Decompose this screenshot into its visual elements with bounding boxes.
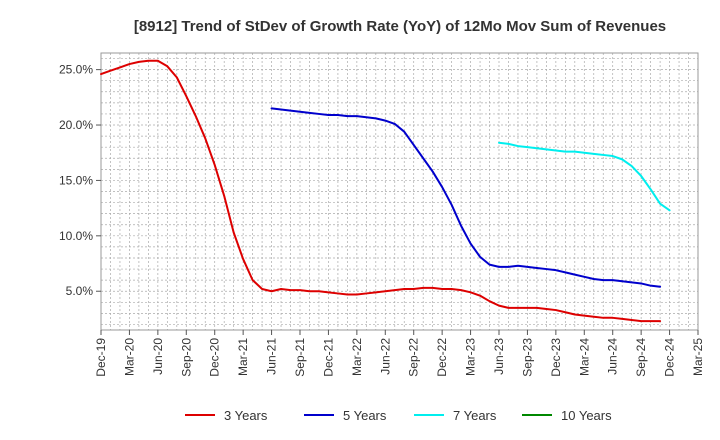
y-tick-label: 10.0% — [59, 229, 93, 243]
x-tick-label: Dec-19 — [94, 338, 108, 377]
x-tick-label: Dec-23 — [549, 338, 563, 377]
x-tick-label: Jun-20 — [151, 338, 165, 375]
x-tick-label: Jun-21 — [265, 338, 279, 375]
x-axis-ticks: Dec-19 Mar-20 Jun-20 Sep-20 Dec-20 Mar-21 Jun-… — [94, 330, 705, 377]
x-tick-label: Mar-21 — [236, 338, 250, 376]
x-tick-label: Mar-23 — [464, 338, 478, 376]
x-tick-label: Dec-21 — [321, 338, 335, 377]
series-line-3-years — [100, 59, 662, 323]
plot-frame — [100, 52, 699, 331]
x-tick-label: Dec-20 — [208, 338, 222, 377]
x-tick-label: Jun-23 — [492, 338, 506, 375]
y-axis-ticks: 5.0% 10.0% 15.0% 20.0% 25.0% — [59, 63, 101, 298]
x-tick-label: Jun-22 — [378, 338, 392, 375]
y-tick-label: 20.0% — [59, 118, 93, 132]
x-tick-label: Mar-24 — [577, 338, 591, 376]
series-line-7-years — [498, 141, 671, 212]
grid-lines — [101, 53, 698, 330]
x-tick-label: Jun-24 — [606, 338, 620, 375]
x-tick-label: Sep-21 — [293, 338, 307, 377]
series-line-5-years — [270, 107, 662, 288]
x-tick-label: Mar-20 — [122, 338, 136, 376]
legend-label-3-years: 3 Years — [224, 408, 268, 423]
x-tick-label: Sep-22 — [407, 338, 421, 377]
legend: 3 Years 5 Years 7 Years 10 Years — [185, 408, 612, 423]
legend-label-10-years: 10 Years — [561, 408, 612, 423]
chart-title: [8912] Trend of StDev of Growth Rate (Yo… — [134, 18, 666, 35]
y-tick-label: 25.0% — [59, 63, 93, 77]
x-tick-label: Sep-20 — [179, 338, 193, 377]
x-tick-label: Dec-24 — [663, 338, 677, 377]
x-tick-label: Mar-25 — [691, 338, 705, 376]
x-tick-label: Mar-22 — [350, 338, 364, 376]
y-tick-label: 5.0% — [66, 284, 94, 298]
x-tick-label: Sep-24 — [634, 338, 648, 377]
legend-label-7-years: 7 Years — [453, 408, 497, 423]
x-tick-label: Dec-22 — [435, 338, 449, 377]
x-tick-label: Sep-23 — [520, 338, 534, 377]
y-tick-label: 15.0% — [59, 173, 93, 187]
series-lines — [100, 59, 671, 323]
legend-label-5-years: 5 Years — [343, 408, 387, 423]
